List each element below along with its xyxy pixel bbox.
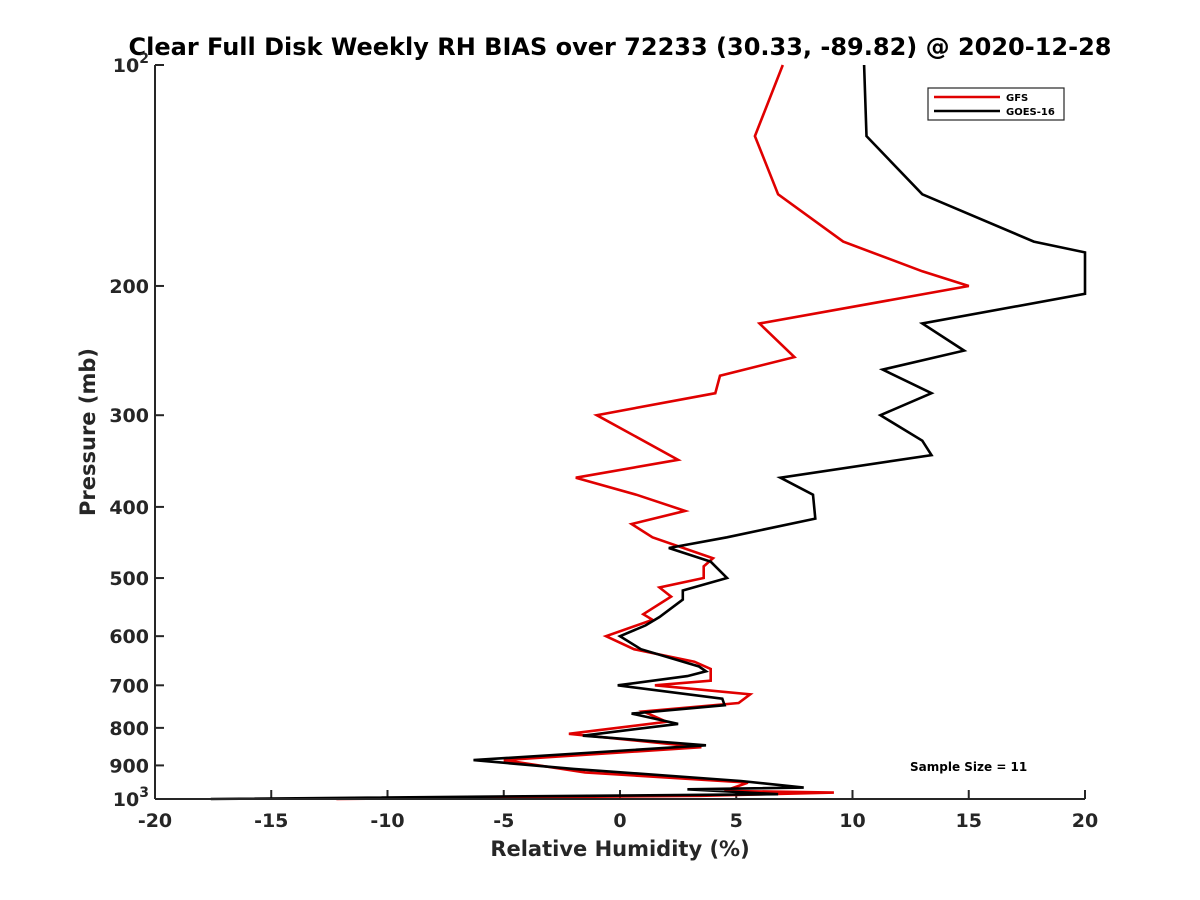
y-tick-label: 600: [109, 626, 149, 648]
y-tick-label-base: 500: [109, 568, 149, 590]
plot-area: [155, 65, 1085, 799]
x-tick-label: -20: [138, 810, 172, 832]
series-layer: [210, 64, 1087, 801]
legend-label-goes-16: GOES-16: [1006, 107, 1055, 118]
y-tick-label-base: 10: [113, 789, 139, 811]
y-tick-label: 700: [109, 675, 149, 697]
y-tick-label-exponent: 2: [139, 51, 149, 67]
x-axis-label: Relative Humidity (%): [490, 837, 749, 861]
y-tick-label: 900: [109, 755, 149, 777]
y-axis-label: Pressure (mb): [76, 348, 100, 516]
y-tick-label-base: 900: [109, 755, 149, 777]
y-tick-label-base: 200: [109, 276, 149, 298]
legend-box: [927, 87, 1065, 121]
series-line-goes-16: [210, 64, 1087, 801]
x-tick-label: -15: [254, 810, 288, 832]
x-tick-label: -5: [493, 810, 514, 832]
y-tick-label: 200: [109, 276, 149, 298]
x-tick-label: 15: [956, 810, 982, 832]
y-tick-label-base: 800: [109, 718, 149, 740]
y-tick-label-exponent: 3: [139, 785, 149, 801]
legend-label-gfs: GFS: [1006, 93, 1028, 104]
x-tick-label: 20: [1072, 810, 1098, 832]
sample-size-annotation: Sample Size = 11: [910, 760, 1027, 774]
legend: GFS GOES-16: [927, 87, 1065, 121]
y-tick-label-base: 300: [109, 405, 149, 427]
y-tick-label: 500: [109, 568, 149, 590]
y-tick-label-base: 400: [109, 497, 149, 519]
x-axis-ticks: -20 -15 -10 -5 0 5 10 15 20: [138, 790, 1098, 832]
x-tick-label: 10: [839, 810, 865, 832]
y-tick-label: 103: [113, 785, 149, 811]
y-tick-label: 400: [109, 497, 149, 519]
y-tick-label-base: 700: [109, 675, 149, 697]
x-tick-label: -10: [370, 810, 404, 832]
y-tick-label-base: 600: [109, 626, 149, 648]
y-tick-label: 102: [113, 51, 149, 77]
x-tick-label: 0: [613, 810, 626, 832]
y-tick-label: 800: [109, 718, 149, 740]
x-tick-label: 5: [730, 810, 743, 832]
y-tick-label: 300: [109, 405, 149, 427]
y-tick-label-base: 10: [113, 55, 139, 77]
chart-title: Clear Full Disk Weekly RH BIAS over 7223…: [129, 33, 1112, 61]
series-line-gfs: [336, 64, 970, 801]
